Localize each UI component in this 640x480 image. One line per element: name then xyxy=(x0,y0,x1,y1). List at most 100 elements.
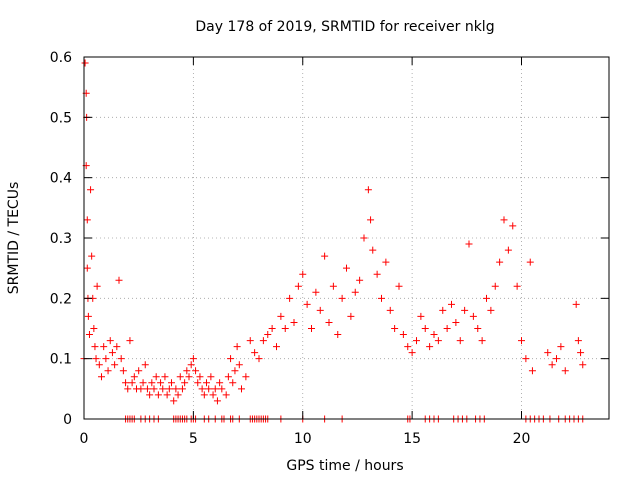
data-point xyxy=(213,397,221,405)
data-point xyxy=(500,216,508,224)
data-point xyxy=(98,373,105,381)
data-point xyxy=(207,373,215,381)
data-point xyxy=(544,349,552,357)
data-point xyxy=(172,385,180,393)
data-point xyxy=(421,325,429,332)
x-tick-label: 15 xyxy=(403,431,421,447)
data-point xyxy=(135,367,143,375)
data-point xyxy=(277,312,285,320)
data-point xyxy=(189,355,197,363)
data-point xyxy=(325,318,333,326)
data-point xyxy=(343,264,350,272)
data-point xyxy=(251,349,259,357)
data-point xyxy=(111,361,119,369)
data-point xyxy=(211,385,219,393)
data-point xyxy=(478,337,486,345)
data-point xyxy=(469,312,477,320)
data-point xyxy=(264,331,272,339)
data-point xyxy=(364,186,372,194)
data-point xyxy=(165,385,173,393)
data-point xyxy=(574,337,582,345)
chart-title: Day 178 of 2019, SRMTID for receiver nkl… xyxy=(195,19,494,35)
data-point xyxy=(88,252,96,260)
data-point xyxy=(205,385,213,393)
data-point xyxy=(209,391,217,399)
data-point xyxy=(286,294,294,302)
data-point xyxy=(196,373,204,381)
y-tick-label: 0.6 xyxy=(50,50,72,66)
data-point xyxy=(382,258,390,266)
data-point xyxy=(474,325,482,332)
data-point xyxy=(399,331,407,339)
data-point xyxy=(154,391,162,399)
data-point xyxy=(294,282,302,290)
data-point xyxy=(413,337,420,345)
data-point xyxy=(93,282,101,290)
data-point xyxy=(146,391,154,399)
data-point xyxy=(183,367,191,375)
data-points xyxy=(80,59,587,423)
data-point xyxy=(579,361,587,369)
data-point xyxy=(417,312,425,320)
data-point xyxy=(522,355,530,363)
data-point xyxy=(143,385,151,393)
data-point xyxy=(113,343,121,351)
data-point xyxy=(117,355,125,363)
data-point xyxy=(356,276,364,284)
data-point xyxy=(518,337,525,345)
x-tick-label: 10 xyxy=(294,431,312,447)
plot-frame xyxy=(83,56,610,420)
data-point xyxy=(216,379,224,387)
data-point xyxy=(439,306,447,314)
data-point xyxy=(268,325,276,332)
data-point xyxy=(395,282,403,290)
data-point xyxy=(259,337,267,345)
data-point xyxy=(483,294,490,302)
data-point xyxy=(487,306,495,314)
axis-ticks: 0 0.1 0.2 0.3 0.4 0.5 0.6 0 5 10 15 20 xyxy=(50,50,609,447)
data-point xyxy=(491,282,499,290)
data-point xyxy=(224,373,232,381)
data-point xyxy=(152,373,160,381)
data-point xyxy=(176,373,184,381)
data-point xyxy=(299,270,307,278)
data-point xyxy=(148,379,156,387)
data-point xyxy=(430,331,438,339)
data-point xyxy=(378,294,385,302)
data-point xyxy=(526,258,534,266)
data-point xyxy=(338,294,346,302)
data-point xyxy=(92,355,100,363)
data-point xyxy=(235,361,243,369)
data-point xyxy=(577,349,585,357)
data-point xyxy=(465,240,473,248)
data-point xyxy=(246,337,254,345)
data-point xyxy=(83,216,91,224)
data-point xyxy=(178,385,186,393)
y-tick-label: 0 xyxy=(63,412,72,428)
data-point xyxy=(528,367,536,375)
data-point xyxy=(222,391,230,399)
data-point xyxy=(119,367,127,375)
data-point xyxy=(84,312,92,320)
data-point xyxy=(130,373,138,381)
data-point xyxy=(561,367,569,375)
data-point xyxy=(367,216,375,224)
data-point xyxy=(100,343,108,351)
data-point xyxy=(187,361,195,369)
data-point xyxy=(255,355,263,363)
y-tick-label: 0.3 xyxy=(50,231,72,247)
data-point xyxy=(200,391,208,399)
data-point xyxy=(426,343,434,351)
data-point xyxy=(174,391,182,399)
data-point xyxy=(159,385,167,393)
data-point xyxy=(308,325,315,332)
data-point xyxy=(548,361,556,369)
data-point xyxy=(115,276,123,284)
data-point xyxy=(448,300,455,308)
data-point xyxy=(218,385,226,393)
data-point xyxy=(443,325,451,332)
data-point xyxy=(316,306,324,314)
data-point xyxy=(126,337,134,345)
data-point xyxy=(122,379,130,387)
